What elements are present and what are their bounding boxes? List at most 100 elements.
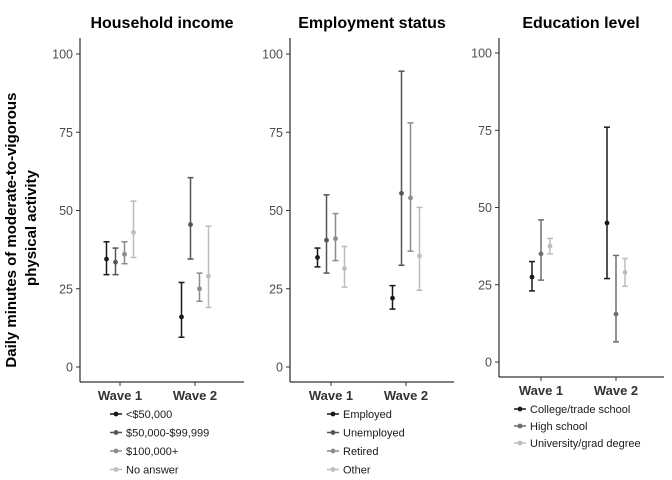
legend-label: <$50,000 xyxy=(126,409,172,421)
legend-item: Employed xyxy=(327,409,392,421)
y-tick-label: 50 xyxy=(59,204,73,218)
legend-marker xyxy=(330,411,336,417)
y-tick-label: 25 xyxy=(269,282,283,296)
legend-marker xyxy=(517,406,523,412)
y-tick-label: 100 xyxy=(262,48,283,62)
y-tick-label: 75 xyxy=(59,126,73,140)
series-group xyxy=(529,126,610,292)
data-point xyxy=(529,274,535,280)
legend-label: No answer xyxy=(126,465,179,477)
x-tick-label: Wave 2 xyxy=(594,383,638,398)
data-point xyxy=(604,220,610,226)
data-point xyxy=(613,311,619,317)
legend-item: $100,000+ xyxy=(110,446,178,458)
legend-item: Other xyxy=(327,465,371,477)
legend: Employed Unemployed Retired Other xyxy=(327,409,405,477)
legend-item: Retired xyxy=(327,446,378,458)
legend: College/trade school High school Universit… xyxy=(514,404,641,450)
legend-label: Other xyxy=(343,465,371,477)
y-tick-label: 100 xyxy=(52,48,73,62)
series-group xyxy=(314,247,396,310)
x-tick-label: Wave 2 xyxy=(173,388,217,403)
legend-label: Unemployed xyxy=(343,428,405,440)
legend: <$50,000 $50,000-$99,999 $100,000+ No answe… xyxy=(110,409,209,477)
data-point xyxy=(408,195,413,201)
y-tick-label: 50 xyxy=(478,201,492,215)
legend-item: <$50,000 xyxy=(110,409,172,421)
panel-title: Employment status xyxy=(298,15,446,32)
data-point xyxy=(197,286,202,292)
y-tick-label: 0 xyxy=(66,361,73,375)
data-point xyxy=(188,222,193,227)
legend-marker xyxy=(517,440,523,446)
legend-marker xyxy=(330,430,336,435)
legend-label: College/trade school xyxy=(530,404,630,416)
legend-marker xyxy=(113,411,119,417)
legend-marker xyxy=(113,467,119,472)
data-point xyxy=(131,230,136,235)
x-tick-label: Wave 2 xyxy=(384,388,428,403)
legend-item: University/grad degree xyxy=(514,438,641,450)
legend-marker xyxy=(113,430,119,435)
legend-marker xyxy=(517,423,523,429)
panel-title: Household income xyxy=(90,15,233,32)
legend-marker xyxy=(330,448,336,454)
series-group xyxy=(547,237,628,288)
panel-employment-status: Employment status 0 25 50 75 100 Wave 1 Wave 2… xyxy=(262,15,454,477)
legend-label: Retired xyxy=(343,446,378,458)
legend-item: $50,000-$99,999 xyxy=(110,428,209,440)
y-tick-label: 75 xyxy=(478,124,492,138)
data-point xyxy=(399,190,404,196)
data-point xyxy=(390,295,395,301)
data-point xyxy=(315,255,320,260)
data-point xyxy=(324,237,329,243)
y-axis-label: Daily minutes of moderate-to-vigorous ph… xyxy=(3,88,40,367)
legend-label: $100,000+ xyxy=(126,446,178,458)
legend-marker xyxy=(330,467,336,472)
y-tick-label: 0 xyxy=(485,356,492,370)
x-tick-label: Wave 1 xyxy=(309,388,353,403)
data-point xyxy=(206,273,211,279)
legend-item: College/trade school xyxy=(514,404,630,416)
series-group xyxy=(538,219,619,343)
data-point xyxy=(538,251,544,257)
legend-item: Unemployed xyxy=(327,428,405,440)
series-group xyxy=(112,176,194,276)
legend-item: High school xyxy=(514,421,587,433)
legend-label: High school xyxy=(530,421,587,433)
data-point xyxy=(104,256,109,262)
legend-item: No answer xyxy=(110,465,179,477)
panel-education-level: Education level 0 25 50 75 100 Wave 1 Wave 2 Co… xyxy=(471,15,664,450)
panel-marks: 0 25 50 75 100 Wave 1 Wave 2 Employed Unemployed… xyxy=(262,38,454,477)
series-group xyxy=(130,200,212,309)
data-point xyxy=(179,314,184,320)
data-point xyxy=(622,269,628,275)
y-tick-label: 25 xyxy=(478,278,492,292)
data-point xyxy=(113,259,118,265)
legend-label: University/grad degree xyxy=(530,438,641,450)
data-point xyxy=(342,266,347,271)
data-point xyxy=(333,236,338,242)
series-group xyxy=(323,70,405,274)
y-tick-label: 50 xyxy=(269,204,283,218)
x-tick-label: Wave 1 xyxy=(519,383,563,398)
data-point xyxy=(122,251,127,257)
y-tick-label: 75 xyxy=(269,126,283,140)
series-group xyxy=(121,241,203,303)
panel-marks: 0 25 50 75 100 Wave 1 Wave 2 College/trade scho… xyxy=(471,38,664,450)
legend-label: Employed xyxy=(343,409,392,421)
panel-title: Education level xyxy=(522,15,639,32)
data-point xyxy=(547,243,553,249)
panel-marks: 0 25 50 75 100 Wave 1 Wave 2<$50,000 $50,000-$9… xyxy=(52,38,244,477)
legend-label: $50,000-$99,999 xyxy=(126,428,209,440)
y-tick-label: 100 xyxy=(471,47,492,61)
series-group xyxy=(103,241,185,339)
data-point xyxy=(417,253,422,259)
legend-marker xyxy=(113,448,119,454)
series-group xyxy=(341,206,423,292)
x-tick-label: Wave 1 xyxy=(98,388,142,403)
series-group xyxy=(332,122,414,262)
y-tick-label: 25 xyxy=(59,282,73,296)
